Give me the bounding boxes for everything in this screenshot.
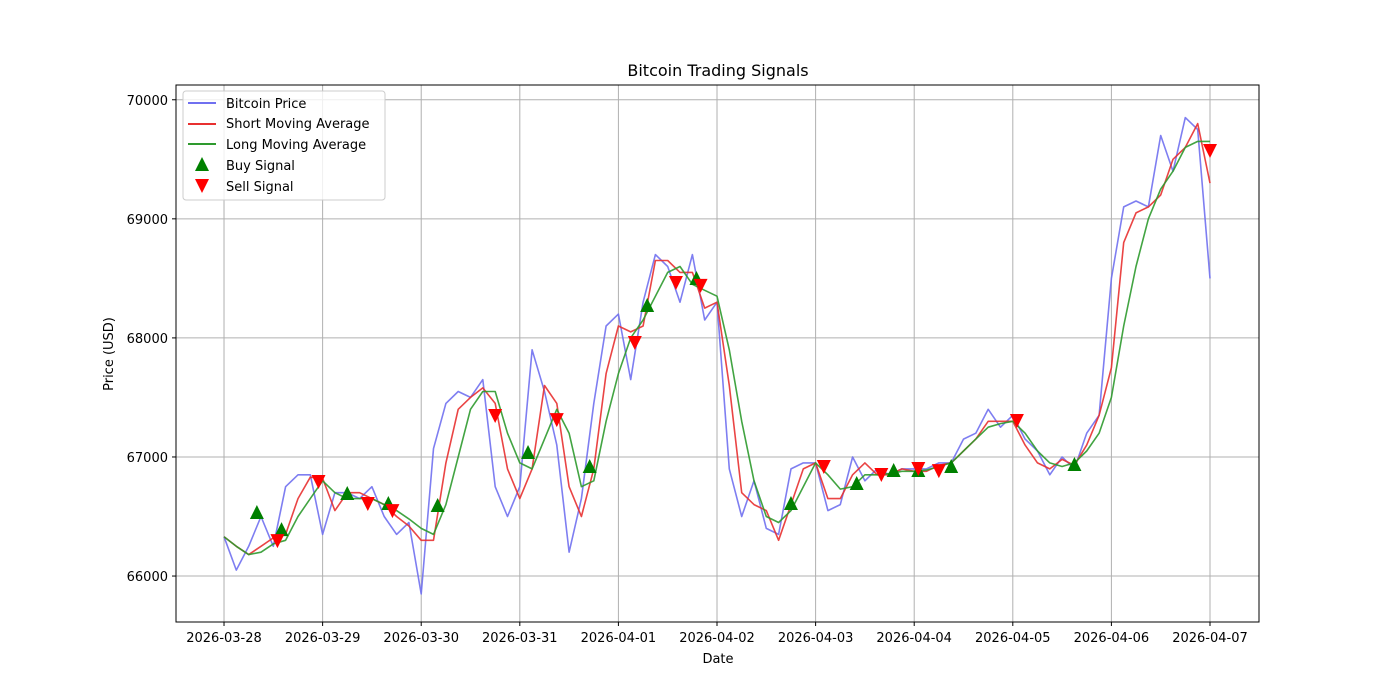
chart-title: Bitcoin Trading Signals [627,61,808,80]
legend-sell-label: Sell Signal [226,180,294,195]
y-tick-label: 67000 [127,451,168,466]
sell-signal-marker [816,460,831,475]
sell-signal-marker [911,462,926,477]
x-tick-label: 2026-03-28 [186,631,262,646]
y-axis-label: Price (USD) [102,317,117,391]
x-tick-label: 2026-03-30 [383,631,459,646]
x-axis-label: Date [702,652,733,667]
sell-signal-marker [270,534,285,549]
buy-signal-marker [640,297,655,312]
sell-signal-marker [874,467,889,482]
legend-sell-marker [195,179,209,193]
sell-signal-marker [693,278,708,293]
legend: Bitcoin Price Short Moving Average Long … [182,90,386,201]
legend-box [182,90,386,201]
ticks: 2026-03-28 2026-03-29 2026-03-30 2026-03-31… [127,94,1248,646]
buy-signal-marker [340,486,355,501]
x-tick-label: 2026-04-04 [876,631,952,646]
x-tick-label: 2026-03-31 [482,631,558,646]
legend-buy-marker [195,157,209,171]
sell-signal-marker [488,409,503,424]
sell-signal-marker [1009,414,1024,429]
buy-signal-marker [274,522,289,537]
sell-signal-marker [1202,144,1217,159]
sell-signal-marker [931,464,946,479]
y-tick-label: 66000 [127,570,168,585]
buy-signal-marker [521,445,536,460]
y-tick-label: 70000 [127,94,168,109]
sell-signal-marker [549,413,564,428]
y-tick-label: 68000 [127,332,168,347]
buy-signal-marker [249,505,264,520]
x-tick-label: 2026-03-29 [285,631,361,646]
buy-signal-marker [783,496,798,511]
legend-long-ma-label: Long Moving Average [226,138,366,153]
buy-signal-marker [886,463,901,478]
buy-signal-marker [849,475,864,490]
sell-signal-marker [360,497,375,512]
sell-signal-marker [668,275,683,290]
x-tick-label: 2026-04-02 [679,631,755,646]
x-tick-label: 2026-04-06 [1074,631,1150,646]
x-tick-label: 2026-04-05 [975,631,1051,646]
legend-price-label: Bitcoin Price [226,97,306,112]
sell-signal-marker [385,504,400,519]
plot-area [223,116,1217,595]
x-tick-label: 2026-04-07 [1172,631,1248,646]
buy-signal-marker [944,458,959,473]
buy-signal-marker [430,498,445,513]
legend-buy-label: Buy Signal [226,159,295,174]
buy-signal-marker [582,458,597,473]
buy-signal-marker [1067,456,1082,471]
sell-signal-marker [311,475,326,490]
y-tick-label: 69000 [127,213,168,228]
x-tick-label: 2026-04-03 [778,631,854,646]
sell-signal-marker [627,335,642,350]
legend-short-ma-label: Short Moving Average [226,117,370,132]
x-tick-label: 2026-04-01 [581,631,657,646]
